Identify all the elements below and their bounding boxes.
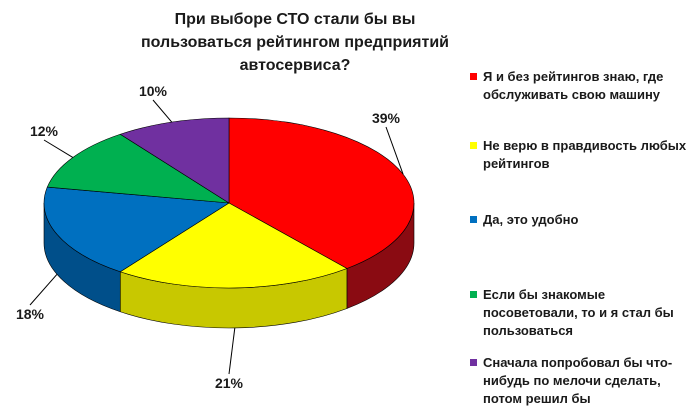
- legend-label-0: Я и без рейтингов знаю, где обслуживать …: [483, 69, 664, 102]
- pie-slice-2: [43, 186, 230, 273]
- pie-labels: 39% 21% 18% 12% 10%: [16, 83, 401, 391]
- legend-item-3: Если бы знакомые посоветовали, то и я ст…: [470, 286, 698, 340]
- legend-swatch-4: [470, 359, 477, 366]
- pie-slice-4: [119, 117, 230, 204]
- legend-item-2: Да, это удобно: [470, 211, 698, 229]
- legend-swatch-2: [470, 216, 477, 223]
- chart-title: При выборе СТО стали бы вы пользоваться …: [141, 11, 449, 74]
- legend-item-1: Не верю в правдивость любых рейтингов: [470, 137, 698, 173]
- leader-line-0: [385, 126, 404, 175]
- legend-label-3: Если бы знакомые посоветовали, то и я ст…: [483, 287, 674, 338]
- legend-item-4: Сначала попробовал бы что-нибудь по мело…: [470, 354, 698, 408]
- legend-swatch-1: [470, 142, 477, 149]
- pie-tops: [43, 117, 415, 289]
- legend-label-2: Да, это удобно: [483, 212, 579, 227]
- value-label-0: 39%: [372, 110, 401, 126]
- value-label-2: 18%: [16, 306, 45, 322]
- pie-leaders: [29, 99, 404, 375]
- legend-item-0: Я и без рейтингов знаю, где обслуживать …: [470, 68, 698, 104]
- pie-slice-0: [228, 117, 415, 269]
- value-label-3: 12%: [30, 123, 59, 139]
- leader-line-4: [152, 99, 173, 123]
- pie-slice-3: [46, 133, 230, 204]
- leader-line-3: [43, 139, 74, 158]
- leader-line-2: [29, 273, 58, 306]
- legend-label-1: Не верю в правдивость любых рейтингов: [483, 138, 687, 171]
- value-label-1: 21%: [215, 375, 244, 391]
- legend-swatch-3: [470, 291, 477, 298]
- leader-line-1: [228, 327, 236, 375]
- pie-slice-1: [119, 202, 348, 289]
- value-label-4: 10%: [139, 83, 168, 99]
- legend-swatch-0: [470, 73, 477, 80]
- legend-label-4: Сначала попробовал бы что-нибудь по мело…: [483, 355, 673, 406]
